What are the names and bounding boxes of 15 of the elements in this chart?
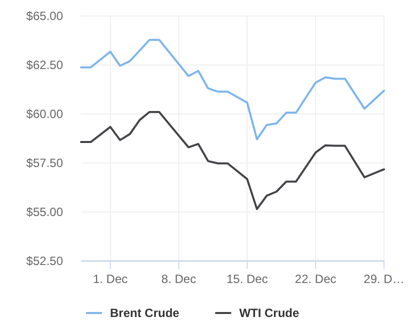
x-tick-label: 8. Dec [161, 272, 196, 286]
y-tick-label: $65.00 [26, 9, 64, 24]
line-series [80, 111, 385, 210]
y-tick-label: $55.00 [26, 205, 64, 220]
legend-label: WTI Crude [239, 306, 300, 320]
legend-label: Brent Crude [110, 306, 180, 320]
x-tick-label: 29. D… [364, 272, 404, 286]
y-tick-label: $60.00 [26, 107, 64, 122]
line-series [80, 38, 385, 140]
x-tick-label: 22. Dec [294, 272, 336, 286]
x-tick-label: 15. Dec [226, 272, 268, 286]
x-tick-label: 1. Dec [92, 272, 128, 286]
y-tick-label: $57.50 [26, 156, 64, 170]
y-tick-label: $52.50 [26, 254, 64, 268]
y-tick-label: $62.50 [26, 58, 64, 72]
